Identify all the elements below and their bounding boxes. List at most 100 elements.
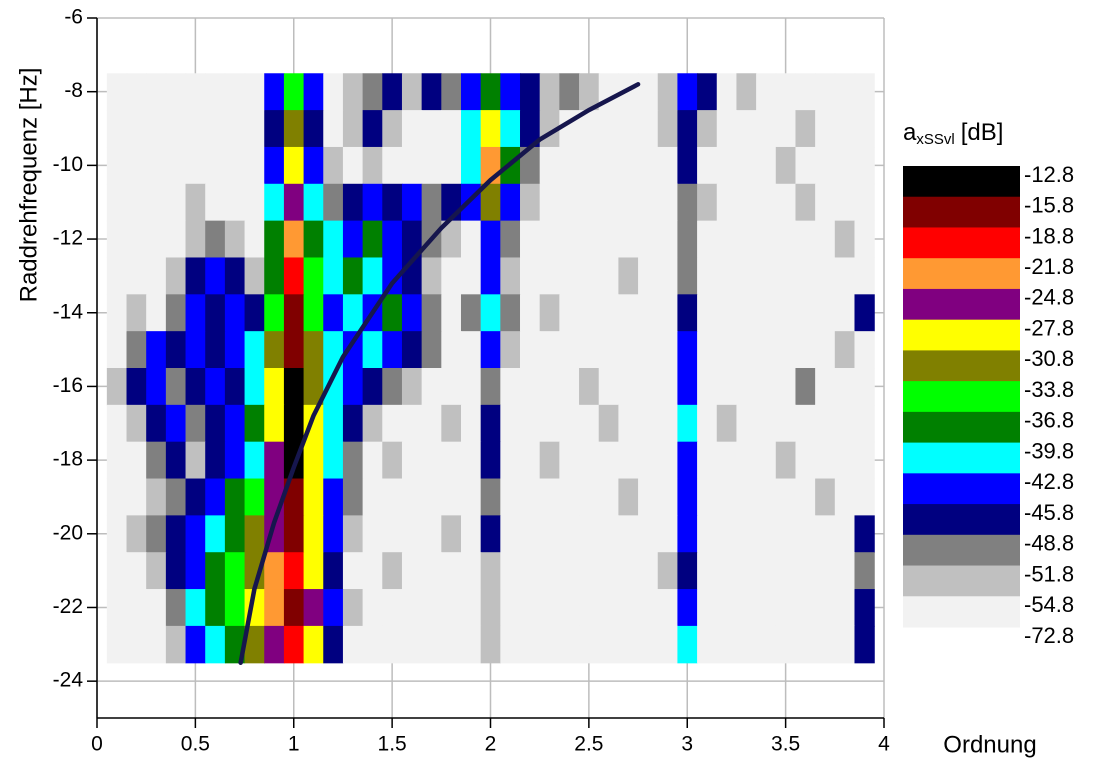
contour-cell: [342, 441, 364, 480]
contour-cell: [657, 441, 679, 480]
contour-cell: [559, 294, 580, 332]
contour-cell: [264, 257, 285, 295]
contour-cell: [598, 183, 619, 222]
x-tick-label: 3: [681, 733, 693, 756]
colorbar-swatch: [903, 442, 1020, 474]
contour-cell: [244, 441, 265, 480]
contour-cell: [126, 183, 147, 222]
contour-cell: [618, 73, 639, 111]
contour-cell: [795, 589, 816, 627]
contour-cell: [854, 183, 875, 222]
contour-cell: [638, 404, 659, 443]
contour-cell: [382, 294, 403, 332]
contour-cell: [598, 478, 619, 516]
contour-cell: [618, 257, 639, 295]
contour-cell: [815, 404, 836, 443]
contour-cell: [303, 478, 324, 516]
contour-cell: [500, 404, 521, 443]
contour-cell: [224, 515, 246, 553]
contour-cell: [618, 441, 639, 480]
contour-cell: [657, 552, 679, 590]
contour-cell: [716, 441, 738, 480]
contour-cell: [146, 257, 167, 295]
contour-cell: [598, 552, 619, 590]
contour-cell: [480, 552, 501, 590]
contour-cell: [362, 220, 383, 259]
contour-cell: [618, 368, 639, 406]
contour-cell: [185, 183, 206, 222]
contour-cell: [559, 73, 580, 111]
contour-cell: [106, 331, 128, 369]
contour-cell: [244, 331, 265, 369]
contour-cell: [736, 478, 757, 516]
contour-cell: [834, 220, 856, 259]
contour-cell: [716, 589, 738, 627]
contour-cell: [126, 73, 147, 111]
colorbar-swatch: [903, 596, 1020, 628]
contour-cell: [480, 625, 501, 664]
contour-cell: [146, 404, 167, 443]
contour-cell: [500, 73, 521, 111]
contour-cell: [205, 441, 226, 480]
colorbar-swatch: [903, 350, 1020, 382]
contour-cell: [205, 220, 226, 259]
contour-cell: [244, 257, 265, 295]
contour-cell: [657, 294, 679, 332]
contour-cell: [401, 110, 423, 148]
contour-cell: [697, 552, 718, 590]
contour-cell: [677, 294, 698, 332]
contour-cell: [224, 257, 246, 295]
contour-cell: [165, 220, 187, 259]
contour-cell: [697, 220, 718, 259]
contour-cell: [165, 331, 187, 369]
contour-cell: [460, 368, 482, 406]
contour-cell: [126, 625, 147, 664]
contour-cell: [126, 331, 147, 369]
contour-cell: [756, 625, 777, 664]
contour-cell: [579, 625, 600, 664]
contour-cell: [854, 73, 875, 111]
contour-cell: [401, 146, 423, 185]
contour-cell: [697, 294, 718, 332]
contour-cell: [165, 110, 187, 148]
contour-cell: [421, 368, 442, 406]
contour-cell: [579, 146, 600, 185]
contour-cell: [205, 257, 226, 295]
contour-cell: [795, 625, 816, 664]
contour-cell: [520, 404, 541, 443]
contour-cell: [716, 552, 738, 590]
contour-cell: [598, 220, 619, 259]
contour-cell: [638, 552, 659, 590]
contour-cell: [677, 110, 698, 148]
contour-cell: [224, 589, 246, 627]
contour-cell: [421, 441, 442, 480]
contour-cell: [579, 257, 600, 295]
contour-cell: [775, 515, 797, 553]
contour-cell: [834, 146, 856, 185]
contour-cell: [244, 515, 265, 553]
contour-cell: [775, 625, 797, 664]
contour-cell: [224, 146, 246, 185]
contour-cell: [165, 183, 187, 222]
contour-cell: [362, 331, 383, 369]
contour-cell: [244, 552, 265, 590]
contour-cell: [185, 625, 206, 664]
x-tick-label: 3.5: [771, 733, 800, 756]
contour-cell: [559, 552, 580, 590]
contour-cell: [716, 110, 738, 148]
contour-cell: [834, 478, 856, 516]
contour-cell: [185, 220, 206, 259]
contour-cell: [618, 220, 639, 259]
contour-cell: [283, 478, 305, 516]
contour-cell: [736, 183, 757, 222]
contour-cell: [775, 441, 797, 480]
contour-cell: [854, 220, 875, 259]
contour-cell: [264, 294, 285, 332]
contour-cell: [185, 110, 206, 148]
contour-cell: [520, 257, 541, 295]
contour-cell: [421, 404, 442, 443]
contour-cell: [283, 515, 305, 553]
colorbar-label: -18.8: [1024, 223, 1074, 248]
contour-cell: [815, 552, 836, 590]
